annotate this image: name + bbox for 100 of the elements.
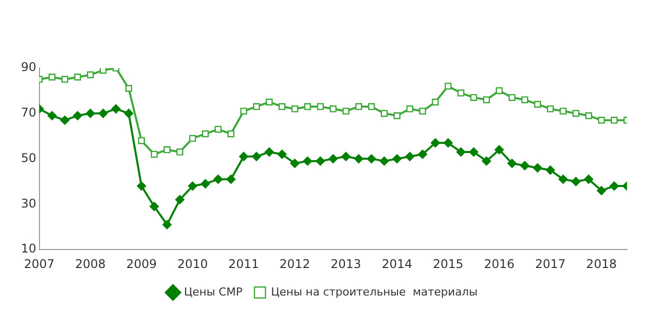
point <box>469 147 478 157</box>
point <box>124 108 134 118</box>
point <box>239 152 248 162</box>
point <box>520 161 530 170</box>
point <box>278 103 286 110</box>
point <box>483 96 490 104</box>
x-tick-label: 2009 <box>126 256 157 271</box>
point <box>98 108 108 118</box>
point <box>419 108 426 115</box>
point <box>214 126 222 133</box>
x-tick-label: 2012 <box>280 256 310 271</box>
point <box>494 145 504 154</box>
point <box>316 156 325 166</box>
point <box>202 130 209 138</box>
point <box>584 174 594 184</box>
point <box>138 137 145 144</box>
x-tick-label: 2011 <box>228 256 259 271</box>
point <box>291 105 298 112</box>
point <box>162 220 172 230</box>
point <box>189 134 196 142</box>
point <box>253 103 260 110</box>
point <box>546 105 554 112</box>
point <box>111 104 121 114</box>
point <box>405 152 414 162</box>
point <box>610 181 619 191</box>
point <box>558 174 568 184</box>
point <box>86 71 94 78</box>
point <box>290 158 300 168</box>
point <box>444 82 452 90</box>
point <box>330 105 337 112</box>
point <box>418 150 428 159</box>
point <box>496 87 503 94</box>
y-tick-label: 30 <box>20 196 36 210</box>
point <box>572 110 580 117</box>
x-tick-label: 2008 <box>75 256 106 271</box>
point <box>252 152 262 162</box>
point <box>73 111 82 120</box>
x-tick-label: 2007 <box>24 256 55 271</box>
x-tick-label: 2016 <box>484 256 515 271</box>
point <box>521 96 528 104</box>
y-tick-label: 90 <box>20 60 36 74</box>
point <box>457 90 464 96</box>
point <box>354 154 364 164</box>
point <box>380 110 388 117</box>
x-tick-label: 2010 <box>177 256 208 271</box>
point <box>277 150 287 159</box>
point <box>48 74 56 81</box>
point <box>368 103 375 110</box>
point <box>380 156 389 166</box>
point <box>392 154 402 164</box>
point <box>546 166 555 175</box>
point <box>304 103 312 110</box>
point <box>456 147 466 157</box>
point <box>406 105 414 112</box>
x-tick-label: 2014 <box>382 256 412 271</box>
point <box>150 202 159 212</box>
point <box>188 181 198 191</box>
point <box>175 195 184 204</box>
point <box>432 98 439 106</box>
point <box>164 146 170 154</box>
point <box>150 150 158 158</box>
point <box>470 94 478 101</box>
point <box>482 156 492 166</box>
y-tick-label: 70 <box>20 106 36 120</box>
point <box>355 103 362 110</box>
point <box>302 156 312 166</box>
point <box>266 98 273 106</box>
point <box>342 108 350 115</box>
point <box>60 116 70 125</box>
point <box>394 112 400 120</box>
point <box>430 138 440 148</box>
point <box>227 130 234 138</box>
point <box>507 158 517 168</box>
point <box>74 74 82 81</box>
point <box>598 116 605 124</box>
point <box>366 154 376 164</box>
point <box>125 85 132 92</box>
point <box>316 103 324 110</box>
point <box>47 111 57 120</box>
point <box>176 148 184 156</box>
point <box>610 116 618 124</box>
point <box>508 94 516 101</box>
x-tick-label: 2013 <box>330 256 362 271</box>
point <box>532 163 542 172</box>
x-tick-label: 2017 <box>535 256 566 271</box>
point <box>534 100 541 108</box>
point <box>328 154 338 164</box>
legend-label: Цены на строительные материалы <box>270 285 478 298</box>
point <box>200 179 210 188</box>
point <box>136 181 146 191</box>
point <box>86 108 95 118</box>
point <box>226 174 236 184</box>
point <box>585 112 592 120</box>
point <box>596 186 606 196</box>
point <box>264 147 274 157</box>
point <box>61 76 68 83</box>
point <box>571 176 580 186</box>
x-tick-label: 2018 <box>586 256 617 271</box>
y-tick-label: 10 <box>20 242 36 256</box>
x-tick-label: 2015 <box>432 256 464 271</box>
